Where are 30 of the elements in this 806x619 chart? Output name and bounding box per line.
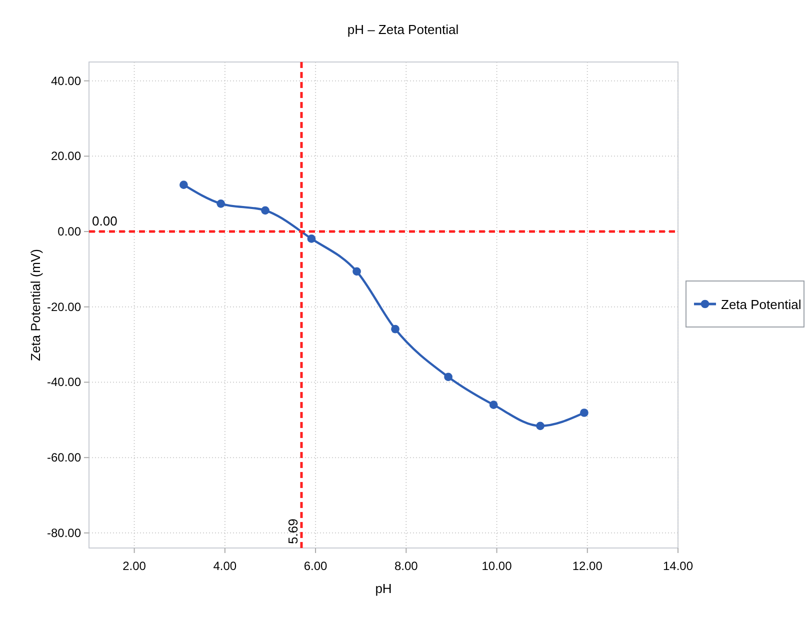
y-tick-label: 0.00 [58,224,82,239]
x-tick-label: 6.00 [304,559,328,573]
point [216,199,226,208]
y-tick-label: -80.00 [46,526,82,540]
point [261,206,270,215]
x-tick-label: 14.00 [662,559,694,573]
point [307,234,316,243]
x-tick-label: 2.00 [122,559,146,573]
point [391,324,400,334]
chart-title: pH – Zeta Potential [347,22,459,37]
y-axis-title: Zeta Potential (mV) [28,249,43,361]
point [444,372,452,382]
point [489,400,498,410]
y-tick-label: -40.00 [46,375,82,390]
x-tick-label: 12.00 [572,559,603,573]
x-tick-label: 8.00 [394,559,418,573]
y-tick-label: 40.00 [50,74,82,88]
legend-label: Zeta Potential [721,297,802,312]
y-tick-label: -60.00 [46,450,82,465]
ref-line-label: 5.69 [285,518,300,544]
point [580,408,588,417]
x-tick-label: 10.00 [482,559,512,573]
y-tick-label: 20.00 [50,149,82,164]
x-tick-label: 4.00 [213,559,237,573]
point [352,267,361,276]
point [536,422,544,430]
point [180,180,188,189]
y-tick-label: -20.00 [46,300,82,314]
ref-line-label: 0.00 [92,214,118,229]
x-axis-title: pH [375,581,392,596]
